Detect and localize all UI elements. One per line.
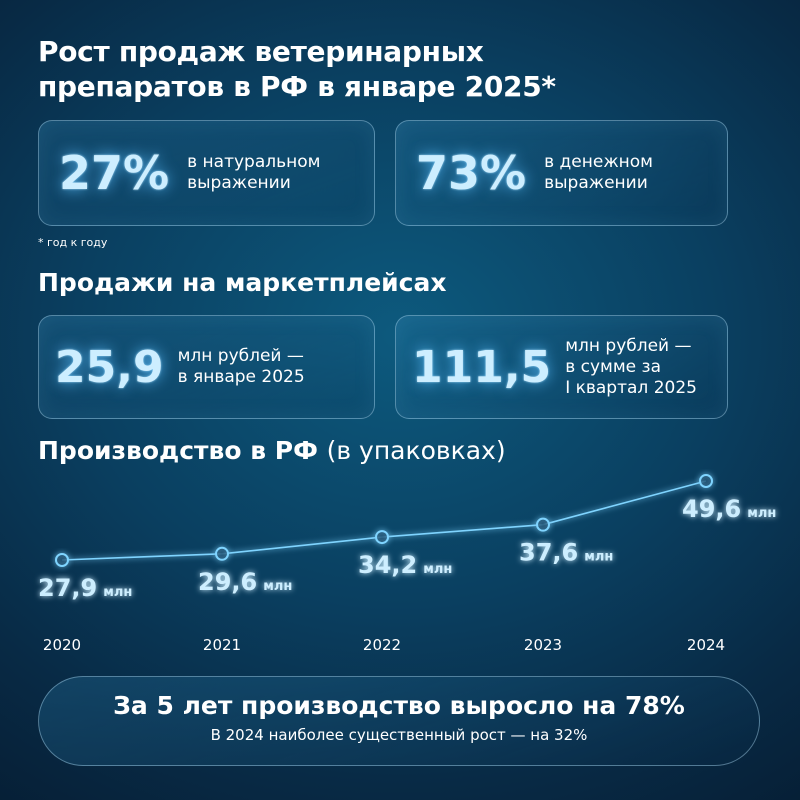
summary-sub: В 2024 наиболее существенный рост — на 3… <box>210 726 588 744</box>
data-label: 34,2 млн <box>358 551 452 579</box>
stat-desc: в денежном выражении <box>544 152 653 193</box>
stat-card-natural: 27% в натуральном выражении <box>38 120 375 226</box>
page-title-line2: препаратов в РФ в январе 2025* <box>38 70 556 103</box>
data-label: 37,6 млн <box>519 539 613 567</box>
data-label: 49,6 млн <box>682 495 776 523</box>
marketplaces-title: Продажи на маркетплейсах <box>38 268 447 297</box>
production-title-light: (в упаковках) <box>326 436 506 465</box>
data-label: 29,6 млн <box>198 568 292 596</box>
x-tick-label: 2024 <box>687 636 725 654</box>
stat-desc: в натуральном выражении <box>187 152 321 193</box>
page-title: Рост продаж ветеринарных препаратов в РФ… <box>38 34 556 104</box>
marketplace-desc: млн рублей — в январе 2025 <box>177 346 305 387</box>
stat-value: 27% <box>59 146 170 200</box>
footnote: * год к году <box>38 236 108 249</box>
data-label: 27,9 млн <box>38 574 132 602</box>
summary-banner: За 5 лет производство выросло на 78% В 2… <box>38 676 760 766</box>
data-point <box>55 553 69 567</box>
stat-value: 73% <box>416 146 527 200</box>
x-tick-label: 2023 <box>524 636 562 654</box>
data-point <box>699 474 713 488</box>
series-line <box>61 480 707 561</box>
data-point <box>375 530 389 545</box>
summary-main: За 5 лет производство выросло на 78% <box>113 691 685 720</box>
marketplace-desc: млн рублей — в сумме за I квартал 2025 <box>565 335 697 398</box>
production-title: Производство в РФ (в упаковках) <box>38 436 506 465</box>
page-title-line1: Рост продаж ветеринарных <box>38 35 484 68</box>
marketplace-card-quarter: 111,5 млн рублей — в сумме за I квартал … <box>395 315 728 419</box>
production-title-bold: Производство в РФ <box>38 436 318 465</box>
stat-card-monetary: 73% в денежном выражении <box>395 120 728 226</box>
production-line-chart: 27,9 млн 2020 29,6 млн 2021 34,2 млн 2022 37,6 млн… <box>38 474 776 654</box>
data-point <box>215 546 229 561</box>
x-tick-label: 2020 <box>43 636 81 654</box>
data-point <box>536 517 550 532</box>
x-tick-label: 2021 <box>203 636 241 654</box>
marketplace-card-january: 25,9 млн рублей — в январе 2025 <box>38 315 375 419</box>
x-tick-label: 2022 <box>363 636 401 654</box>
marketplace-value: 25,9 <box>55 341 164 393</box>
marketplace-value: 111,5 <box>412 341 552 393</box>
